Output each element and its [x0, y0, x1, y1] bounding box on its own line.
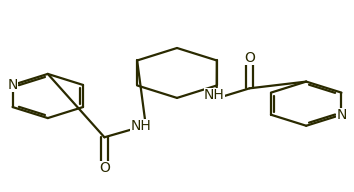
Text: N: N: [336, 108, 347, 122]
Text: O: O: [99, 161, 110, 175]
Text: O: O: [244, 51, 255, 65]
Text: NH: NH: [130, 119, 151, 133]
Text: NH: NH: [204, 88, 224, 102]
Text: N: N: [7, 78, 18, 92]
